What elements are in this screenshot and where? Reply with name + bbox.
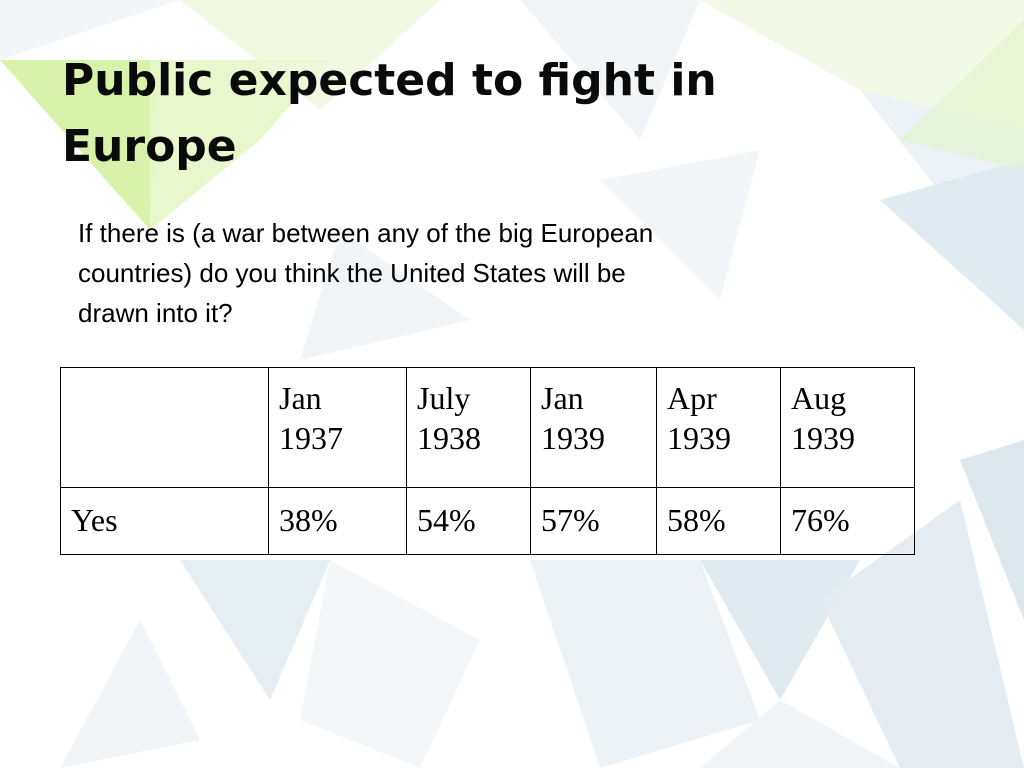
column-header-cell: Jan 1939 [530, 367, 657, 488]
column-month: Jan [541, 380, 584, 416]
table-header-row: Jan 1937 July 1938 Jan 1939 Apr 1939 Aug… [60, 367, 915, 488]
question-line: If there is (a war between any of the bi… [78, 218, 654, 248]
column-header-cell: Aug 1939 [780, 367, 915, 488]
table-cell: 76% [780, 487, 915, 555]
column-year: 1939 [791, 420, 855, 456]
question-line: drawn into it? [78, 298, 233, 328]
column-year: 1939 [541, 420, 605, 456]
title-line: Public expected to fight in [62, 55, 717, 106]
survey-question: If there is (a war between any of the bi… [78, 213, 868, 333]
table-cell: 54% [406, 487, 531, 555]
column-header-cell: Apr 1939 [656, 367, 781, 488]
table-cell: 58% [656, 487, 781, 555]
column-month: Apr [667, 380, 717, 416]
slide-title: Public expected to fight in Europe [62, 48, 962, 180]
column-month: Jan [279, 380, 322, 416]
column-year: 1939 [667, 420, 731, 456]
column-header-cell: July 1938 [406, 367, 531, 488]
poll-results-table: Jan 1937 July 1938 Jan 1939 Apr 1939 Aug… [60, 367, 915, 555]
table-cell: 38% [268, 487, 407, 555]
column-month: July [417, 380, 471, 416]
table-row: Yes 38% 54% 57% 58% 76% [60, 487, 915, 555]
column-year: 1938 [417, 420, 481, 456]
question-line: countries) do you think the United State… [78, 258, 626, 288]
row-label-cell: Yes [60, 487, 269, 555]
table-corner-cell [60, 367, 269, 488]
table-cell: 57% [530, 487, 657, 555]
column-month: Aug [791, 380, 847, 416]
title-line: Europe [62, 121, 237, 172]
column-header-cell: Jan 1937 [268, 367, 407, 488]
column-year: 1937 [279, 420, 343, 456]
